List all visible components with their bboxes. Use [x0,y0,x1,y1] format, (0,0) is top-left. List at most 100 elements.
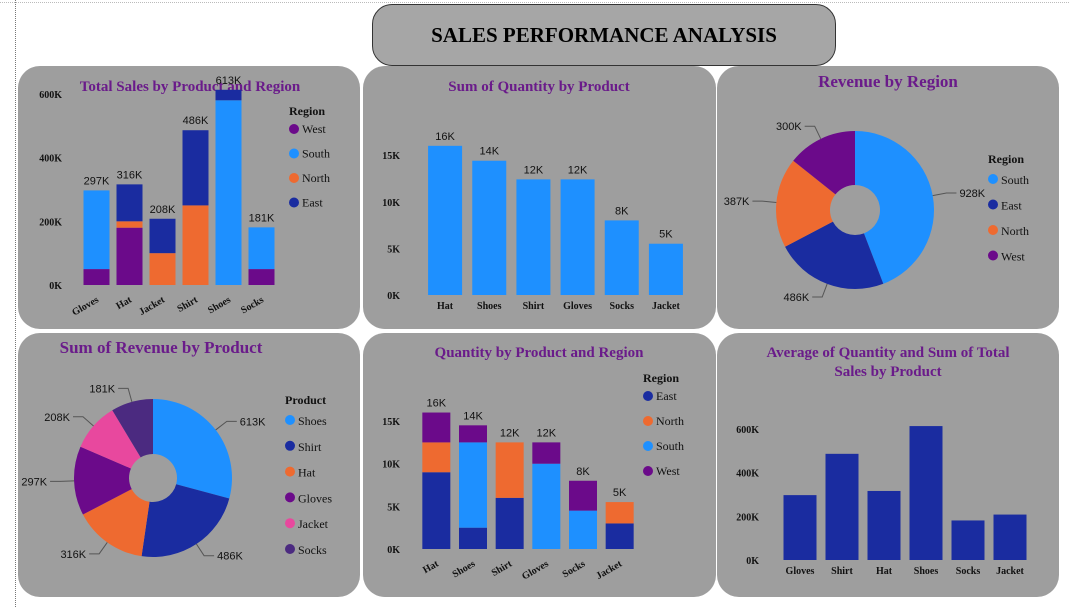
data-label: 297K [21,476,47,488]
data-label: 486K [217,551,243,563]
legend-label-east: East [1001,199,1022,213]
data-label: 181K [89,383,115,395]
y-tick-label: 10K [382,460,400,471]
legend-marker-west [289,124,299,134]
chart-revenue-by-region: Revenue by Region 928K 486K 387K 300K Region S… [724,72,1029,304]
chart-title: Sum of Quantity by Product [448,79,629,95]
chart-title: Sales by Product [834,364,941,380]
x-tick-label: Jacket [594,558,624,582]
leader-line [195,543,215,557]
legend-marker-hat [285,466,295,477]
bar-socks-west [248,269,275,285]
slice-shoes [153,399,232,499]
y-tick-label: 600K [39,90,62,101]
legend-title: Region [988,152,1024,166]
legend-marker-east [643,391,653,401]
y-tick-label: 200K [39,217,62,228]
legend-label-east: East [302,196,323,210]
slice-east [785,221,884,289]
data-label: 928K [959,188,985,200]
panel-quantity-by-product[interactable]: Sum of Quantity by Product 0K 5K 10K 15K 16K H… [363,66,716,329]
slice-south [855,131,934,284]
bar-jacket [993,514,1027,560]
legend-label-north: North [1001,224,1029,238]
y-tick-label: 400K [39,154,62,165]
bar-shoes-east [459,527,487,549]
bar-shoes-east [215,89,242,101]
bar-shoes [909,426,943,560]
chart-total-sales: Total Sales by Product and Region 0K 200K 4… [39,75,330,319]
y-tick-label: 5K [387,502,400,513]
panel-avg-quantity-total-sales[interactable]: Average of Quantity and Sum of Total Sale… [717,333,1059,597]
data-label: 208K [44,412,70,424]
bar-gloves-west [83,269,110,285]
leader-line [932,192,957,197]
data-label: 486K [183,115,209,127]
x-tick-label: Shoes [914,566,939,577]
bar-jacket-north [605,502,634,524]
bar-gloves [560,179,595,295]
x-tick-label: Gloves [786,566,815,577]
bar-hat-west [116,227,143,285]
data-label: 316K [117,169,143,181]
bar-gloves-south [83,190,110,270]
bar-gloves [783,495,817,560]
x-tick-label: Socks [610,301,635,312]
data-label: 5K [613,487,627,499]
legend-title: Product [285,393,326,407]
leader-line [72,416,94,427]
legend-label-west: West [656,464,680,478]
legend-marker-north [643,416,653,426]
chart-title: Average of Quantity and Sum of Total [766,345,1009,361]
data-label: 486K [784,292,810,304]
x-tick-label: Jacket [137,294,167,318]
chart-title: Sum of Revenue by Product [60,338,263,357]
data-label: 5K [659,229,673,241]
legend-marker-jacket [285,518,295,529]
y-tick-label: 15K [382,417,400,428]
legend-title: Region [289,104,325,118]
bar-hat [428,145,463,295]
data-label: 12K [524,164,544,176]
x-tick-label: Gloves [563,301,592,312]
bar-shoes [472,160,507,295]
page-left-border [15,0,17,607]
bar-hat-north [116,221,143,228]
x-tick-label: Jacket [652,301,680,312]
legend-marker-shirt [285,440,295,451]
legend-title: Region [643,371,679,385]
panel-total-sales[interactable]: Total Sales by Product and Region 0K 200K 4… [18,66,360,329]
bar-gloves-south [532,463,561,549]
bar-shirt-east [182,130,209,206]
x-tick-label: Hat [876,566,893,577]
slice-jacket [80,410,141,469]
data-label: 14K [479,146,499,158]
leader-line [89,542,108,555]
legend-marker-north [289,173,299,183]
bar-shoes-south [215,100,242,285]
panel-revenue-by-region[interactable]: Revenue by Region 928K 486K 387K 300K Region S… [717,66,1059,329]
page-top-border [0,2,1069,4]
x-tick-label: Socks [561,558,588,580]
data-label: 16K [435,131,455,143]
x-tick-label: Shoes [451,558,478,580]
y-tick-label: 10K [382,198,400,209]
legend-label-shoes: Shoes [298,414,327,428]
bar-hat-north [422,442,451,473]
bar-jacket-east [605,523,634,549]
chart-revenue-by-product: Sum of Revenue by Product 613K 486K 316K 297… [21,338,332,563]
dashboard-title: SALES PERFORMANCE ANALYSIS [372,4,836,66]
bar-hat [867,490,901,560]
leader-line [804,125,822,140]
data-label: 12K [568,164,588,176]
x-tick-label: Gloves [520,558,551,582]
x-tick-label: Shoes [477,301,502,312]
y-tick-label: 5K [387,244,400,255]
bar-shirt-north [495,442,524,498]
panel-revenue-by-product[interactable]: Sum of Revenue by Product 613K 486K 316K 297… [18,333,360,597]
legend-label-west: West [302,122,326,136]
y-tick-label: 15K [382,151,400,162]
data-label: 613K [216,75,242,87]
data-label: 300K [776,121,802,133]
panel-quantity-by-product-region[interactable]: Quantity by Product and Region 0K 5K 10K 15K… [363,333,716,597]
